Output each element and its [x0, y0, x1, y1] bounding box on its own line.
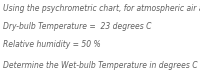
Text: Dry-bulb Temperature =  23 degrees C: Dry-bulb Temperature = 23 degrees C [3, 22, 152, 31]
Text: Using the psychrometric chart, for atmospheric air at 1 atm.: Using the psychrometric chart, for atmos… [3, 4, 200, 13]
Text: Determine the Wet-bulb Temperature in degrees C: Determine the Wet-bulb Temperature in de… [3, 61, 198, 70]
Text: Relative humidity = 50 %: Relative humidity = 50 % [3, 40, 101, 49]
